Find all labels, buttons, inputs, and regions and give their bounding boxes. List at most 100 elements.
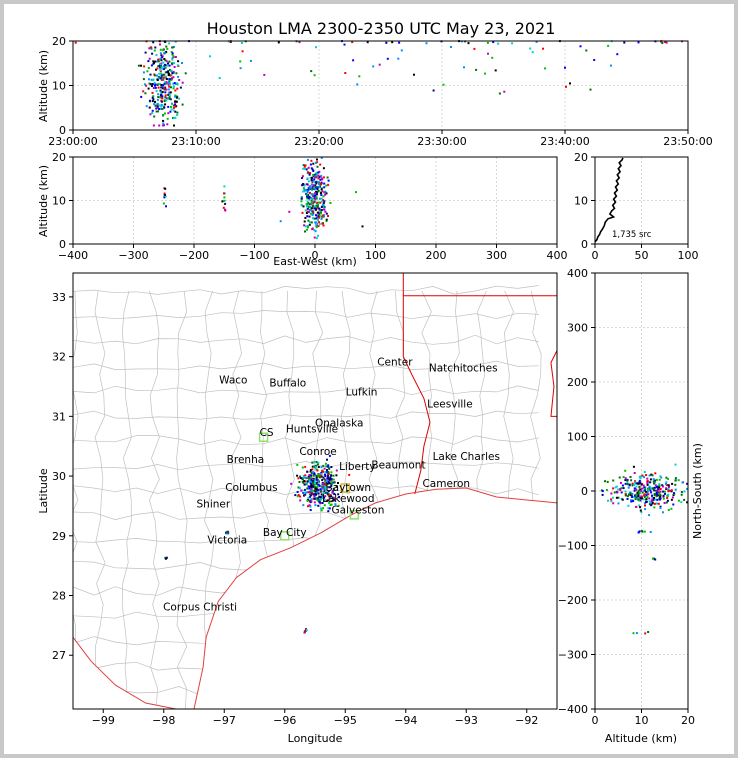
source-point <box>631 496 634 498</box>
map-source-points <box>164 454 351 634</box>
east-west-tick-label: 200 <box>426 249 447 262</box>
city-label: Corpus Christi <box>163 601 237 613</box>
source-point <box>155 107 158 110</box>
source-point <box>164 59 167 62</box>
source-point <box>659 494 662 497</box>
source-point <box>140 95 143 98</box>
source-point <box>531 51 534 54</box>
source-point <box>306 205 308 208</box>
altitude-tick-label: 20 <box>574 151 588 164</box>
source-point <box>647 493 650 496</box>
source-point <box>661 484 664 487</box>
source-point <box>320 200 323 203</box>
source-point <box>165 99 168 102</box>
source-point <box>306 183 309 186</box>
source-point <box>152 95 155 98</box>
source-point <box>151 96 154 99</box>
east-west-xlabel: East-West (km) <box>273 255 356 268</box>
source-point <box>647 487 650 490</box>
source-point <box>666 494 669 497</box>
source-point <box>159 63 162 66</box>
source-point <box>312 195 315 197</box>
source-point <box>320 484 323 487</box>
source-point <box>310 472 313 475</box>
county-line <box>73 334 539 345</box>
source-point <box>154 100 156 103</box>
source-point <box>296 495 299 498</box>
source-point <box>303 476 305 479</box>
source-point <box>301 477 304 480</box>
source-point <box>331 491 334 494</box>
city-label: Buffalo <box>269 377 306 389</box>
source-point <box>312 481 314 484</box>
source-point <box>643 493 646 496</box>
source-point <box>487 52 489 55</box>
source-point <box>156 106 159 109</box>
county-line <box>176 290 188 709</box>
source-point <box>325 184 328 187</box>
source-point <box>337 493 340 496</box>
source-point <box>151 112 154 114</box>
source-point <box>638 530 641 533</box>
time-altitude-yticks: 0 10 20 <box>52 35 73 137</box>
source-point <box>163 100 166 103</box>
source-point <box>312 484 315 487</box>
source-point <box>324 480 327 483</box>
source-point <box>320 475 323 478</box>
source-point <box>329 504 332 506</box>
source-point <box>313 178 316 181</box>
source-point <box>314 490 317 493</box>
city-label: Cameron <box>422 478 470 490</box>
city-label: Waco <box>219 374 247 386</box>
source-point <box>325 220 328 223</box>
source-point <box>667 488 670 491</box>
source-point <box>170 69 173 72</box>
source-point <box>683 498 686 501</box>
figure-title: Houston LMA 2300-2350 UTC May 23, 2021 <box>207 19 556 38</box>
source-point <box>310 179 313 182</box>
source-point <box>321 214 324 217</box>
source-point <box>312 201 315 203</box>
source-point <box>308 493 311 496</box>
source-point <box>147 87 150 90</box>
source-point <box>322 176 325 179</box>
source-point <box>170 105 172 108</box>
source-point <box>325 483 328 486</box>
source-point <box>303 220 306 223</box>
east-west-ylabel: Altitude (km) <box>37 165 50 237</box>
source-point <box>148 78 150 81</box>
source-point <box>306 207 309 210</box>
source-point <box>413 73 415 76</box>
source-point <box>653 494 656 497</box>
source-point <box>635 485 638 488</box>
source-point <box>613 491 616 494</box>
source-point <box>326 492 329 495</box>
source-point <box>641 491 644 494</box>
source-point <box>304 230 306 233</box>
source-point <box>297 486 300 489</box>
source-point <box>174 94 177 97</box>
source-point <box>630 494 633 496</box>
city-label: Onalaska <box>315 417 364 429</box>
source-point <box>658 486 661 489</box>
source-point <box>167 83 170 86</box>
source-point <box>144 92 147 95</box>
source-point <box>313 495 316 498</box>
source-point <box>644 504 646 507</box>
source-point <box>326 477 329 480</box>
source-point <box>155 90 158 93</box>
time-tick-label: 23:20:00 <box>294 135 343 148</box>
source-point <box>302 164 305 167</box>
source-point <box>314 175 317 178</box>
source-point <box>306 487 309 490</box>
source-point <box>172 76 175 79</box>
source-point <box>638 485 641 488</box>
source-point <box>311 197 314 200</box>
source-point <box>152 41 155 44</box>
source-point <box>164 75 167 78</box>
source-point <box>313 460 316 463</box>
altitude-tick-label: 10 <box>52 80 66 93</box>
source-point <box>637 531 640 534</box>
source-point <box>326 499 329 502</box>
source-point <box>333 481 336 484</box>
